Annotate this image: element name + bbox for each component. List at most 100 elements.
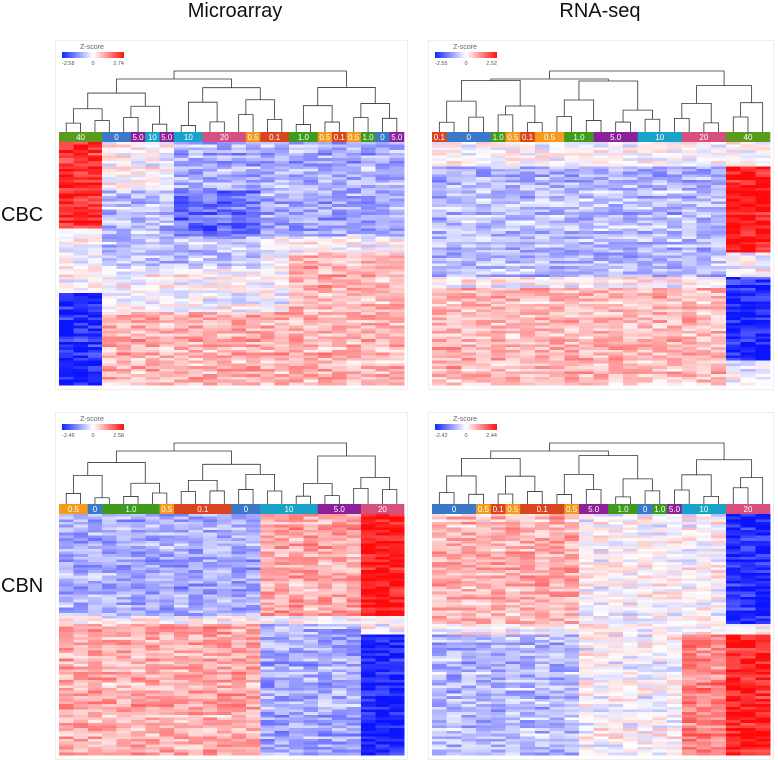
group-bar-label: 1.0 [493,133,505,142]
group-bar-segment [145,132,160,142]
group-bar-label: 20 [699,133,708,142]
group-bar-segment [520,504,565,514]
group-bar-segment [332,132,347,142]
group-bar-segment [360,132,376,142]
group-bar-label: 0.1 [269,133,281,142]
heatmap-svg: Z-score -2.46 0 2.58 0.5 0 1.0 0.5 0.1 0 10 5.0 20 [59,416,405,756]
group-bar-label: 10 [699,505,708,514]
group-bar-label: 1.0 [363,133,375,142]
group-bar-segment [317,132,333,142]
group-bar-label: 1.0 [573,133,585,142]
zscore-legend-mid: 0 [91,61,94,67]
group-bar-segment [505,132,521,142]
group-bar-segment [578,504,609,514]
group-bar-segment [130,132,146,142]
group-bar-label: 10 [655,133,664,142]
group-bar-label: 5.0 [391,133,403,142]
zscore-legend-label: Z-score [453,416,477,423]
group-bar-label: 0.5 [348,133,360,142]
group-bar-label: 0.5 [507,133,519,142]
group-bar-label: 1.0 [298,133,310,142]
group-bar-segment [637,504,653,514]
group-bar-segment [174,504,232,514]
group-bar-segment [432,504,477,514]
group-bar-label: 0 [93,505,98,514]
group-bar-label: 0 [244,505,249,514]
heatmap-panel-cbn-rnaseq: Z-score -2.42 0 2.44 0 0.5 0.1 0.5 0.1 0.5 5.0 1.0 0… [428,412,774,760]
group-bar-label: 0 [467,133,472,142]
zscore-legend-mid: 0 [464,61,467,67]
group-bar-segment [174,132,204,142]
zscore-color-bar [62,424,124,430]
group-bar-segment [260,132,290,142]
group-bar-label: 5.0 [334,505,346,514]
group-bar-label: 1.0 [617,505,629,514]
zscore-color-bar [435,52,497,58]
group-bar-segment [505,504,521,514]
group-bar-segment [375,132,390,142]
group-bar-segment [231,504,261,514]
group-bar-segment [476,504,492,514]
group-bar-segment [289,132,319,142]
group-bar-label: 0.5 [319,133,331,142]
group-bar-label: 20 [378,505,387,514]
group-bar-segment [159,132,175,142]
zscore-legend-max: 2.58 [113,433,124,439]
group-bar-segment [446,132,492,142]
group-bar-label: 20 [220,133,229,142]
group-bar-segment [260,504,319,514]
group-bar-segment [652,504,668,514]
group-bar-segment [637,132,683,142]
group-bar-segment [564,132,594,142]
group-bar-label: 1.0 [125,505,137,514]
zscore-legend-max: 2.44 [486,433,497,439]
heatmap-panel-cbn-microarray: Z-score -2.46 0 2.58 0.5 0 1.0 0.5 0.1 0 10 5.0 20 [55,412,408,760]
group-bar-segment [681,132,727,142]
group-bar-segment [59,132,103,142]
group-bar-label: 5.0 [161,133,173,142]
heatmap-cells [432,142,771,386]
zscore-legend-mid: 0 [464,433,467,439]
heatmap-panel-cbc-rnaseq: Z-score -2.55 0 2.52 0.1 0 1.0 0.5 0.1 0.5 1.0 5.0 1… [428,40,774,390]
group-bar-label: 0.1 [493,505,505,514]
group-bar-segment [317,504,362,514]
zscore-legend-max: 2.74 [113,61,124,67]
dendrogram [65,442,398,504]
group-bar-label: 0.1 [334,133,346,142]
group-bar-label: 1.0 [654,505,666,514]
group-bar-segment [608,504,639,514]
zscore-legend-max: 2.52 [486,61,497,67]
group-bar-label: 0 [643,505,648,514]
group-bar-segment [360,504,405,514]
zscore-legend-label: Z-score [80,416,104,423]
heatmap-panel-cbc-microarray: Z-score -2.58 0 2.74 40 0 5.0 10 5.0 10 20 0.5 0.1 1.… [55,40,408,390]
group-bar-label: 0 [380,133,385,142]
zscore-legend-min: -2.55 [435,61,448,67]
group-bar-segment [520,132,536,142]
group-bar-segment [389,132,405,142]
row-label-cbn: CBN [1,575,44,597]
group-bar-segment [102,504,160,514]
group-bar-segment [534,132,565,142]
zscore-legend-label: Z-score [453,44,477,51]
zscore-legend-min: -2.42 [435,433,448,439]
group-bar-segment [725,132,771,142]
group-bar-label: 5.0 [133,133,145,142]
zscore-color-bar [435,424,497,430]
group-bar-label: 5.0 [669,505,681,514]
group-bar-label: 40 [76,133,85,142]
group-bar-segment [490,504,506,514]
group-bar-label: 0.5 [478,505,490,514]
group-bar-segment [681,504,727,514]
group-bar-segment [667,504,683,514]
dendrogram [438,442,764,504]
group-bar-label: 0 [452,505,457,514]
heatmap-cells [432,514,771,756]
group-bar-segment [432,132,447,142]
zscore-legend-min: -2.46 [62,433,75,439]
group-bar-label: 0.1 [197,505,209,514]
group-bar-label: 0.5 [507,505,519,514]
group-bar-label: 10 [285,505,294,514]
zscore-legend-label: Z-score [80,44,104,51]
